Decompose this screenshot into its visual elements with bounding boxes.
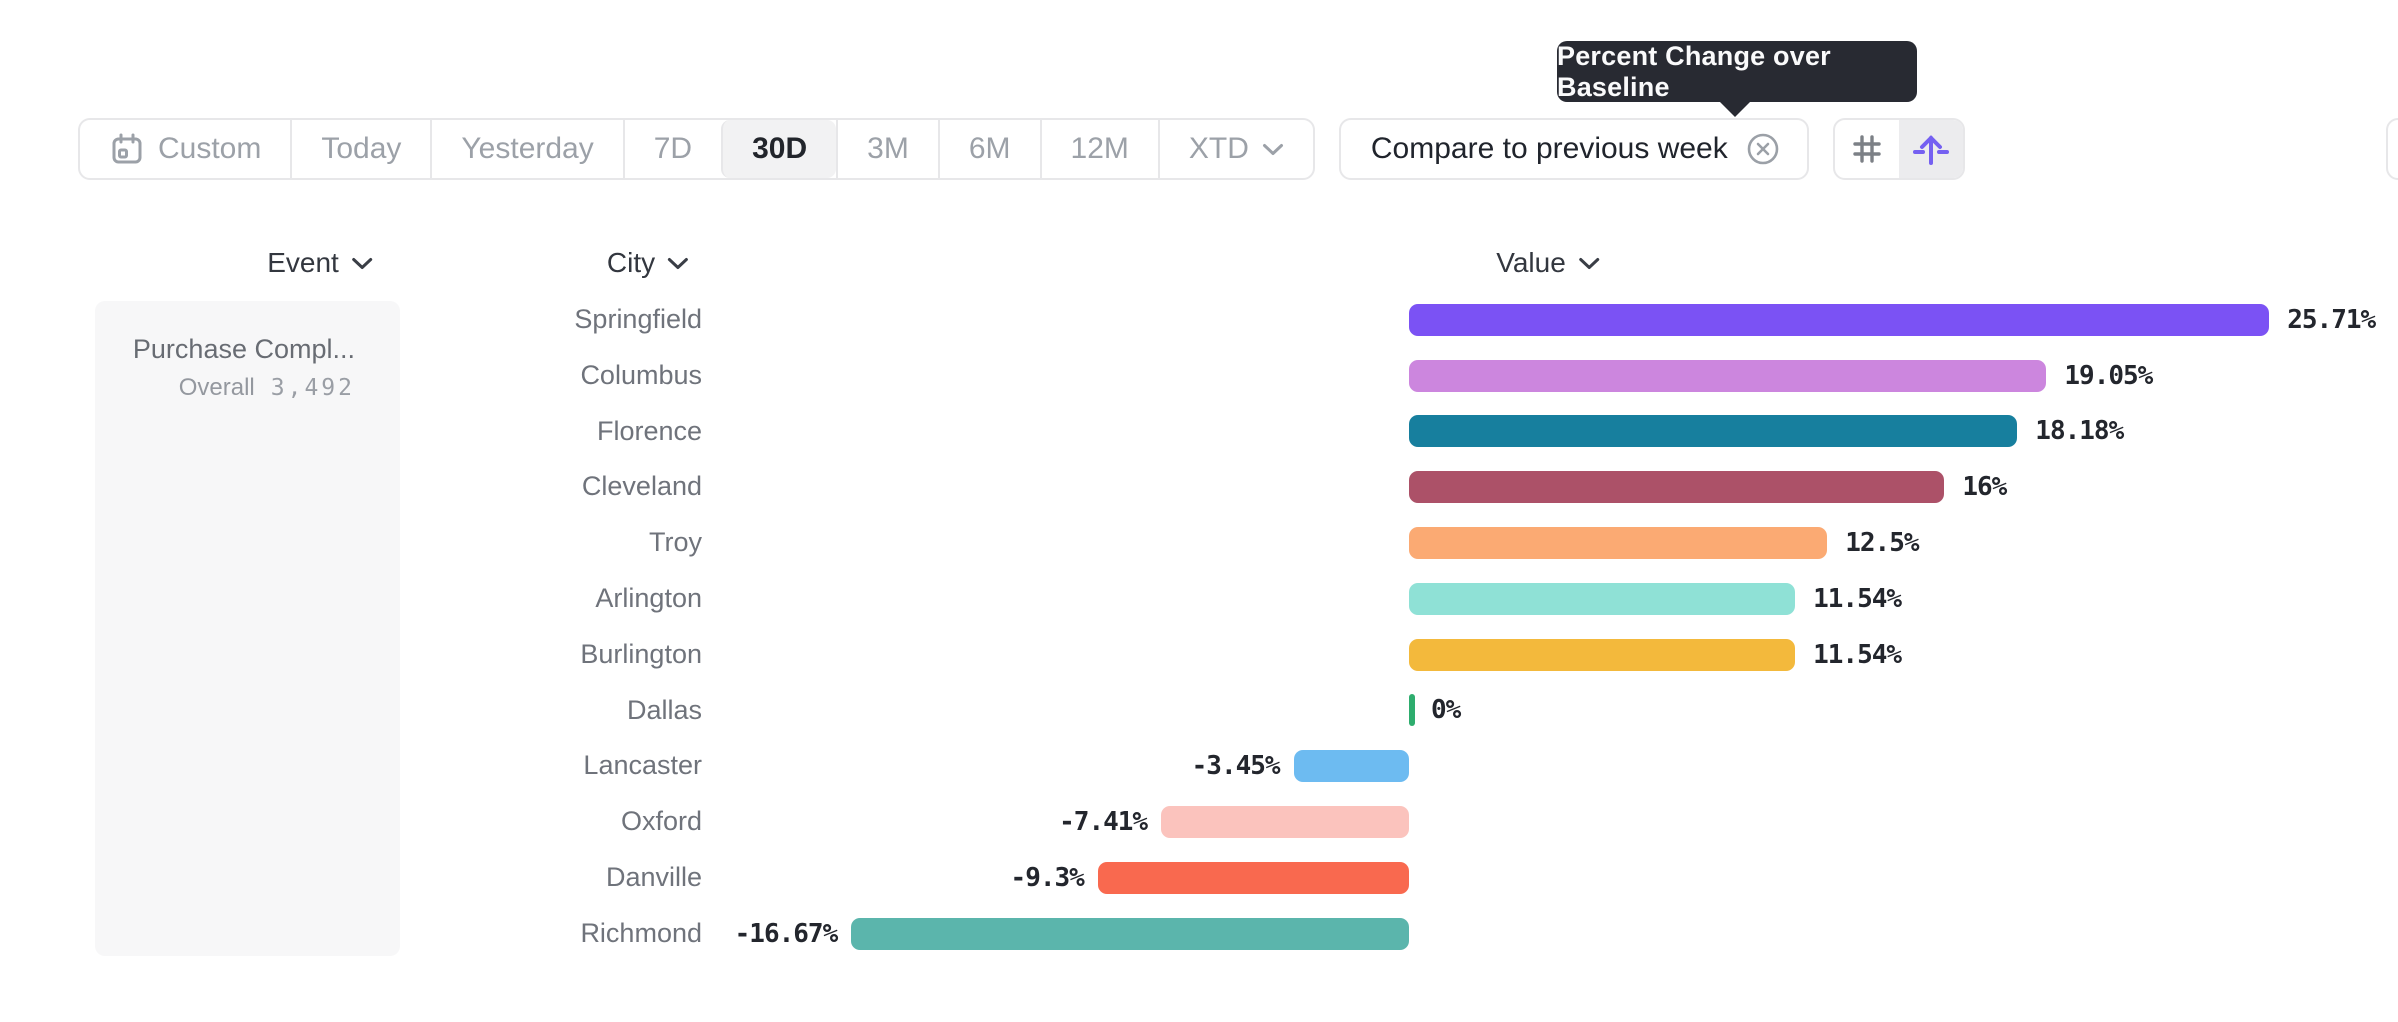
bar[interactable] <box>1097 861 1409 894</box>
bar[interactable] <box>1409 582 1796 615</box>
chart-row: Springfield 25.71% <box>0 292 2398 348</box>
chevron-down-icon <box>351 257 373 270</box>
calendar-icon <box>109 131 145 167</box>
range-label: 6M <box>968 132 1011 165</box>
compare-button[interactable]: Compare to previous week <box>1338 118 1809 180</box>
city-header-label: City <box>606 247 656 278</box>
bar[interactable] <box>1409 359 2047 392</box>
overall-value: 3,492 <box>270 375 355 401</box>
range-button-today[interactable]: Today <box>290 120 430 178</box>
bar-value-label: -16.67% <box>734 918 839 949</box>
bar-value-label: 11.54% <box>1813 639 1902 670</box>
city-label: Dallas <box>626 694 702 725</box>
range-label: Yesterday <box>461 132 594 165</box>
chart-row: Florence 18.18% <box>0 404 2398 460</box>
bar[interactable] <box>1409 527 1828 560</box>
bar-value-label: 25.71% <box>2287 304 2376 335</box>
partial-button-right[interactable] <box>2386 118 2398 180</box>
event-header-label: Event <box>267 247 339 278</box>
percent-change-baseline-button[interactable] <box>1898 120 1963 178</box>
bar-value-label: 0% <box>1431 695 1461 726</box>
compare-label: Compare to previous week <box>1370 132 1728 165</box>
date-range-group: Custom Today Yesterday 7D 30D 3M 6M 12M XTD <box>78 118 1315 180</box>
range-label: 12M <box>1070 132 1129 165</box>
chart-row: Oxford -7.41% <box>0 794 2398 850</box>
column-header-value[interactable]: Value <box>1496 246 1600 280</box>
chart-row: Danville -9.3% <box>0 850 2398 906</box>
city-label: Springfield <box>574 304 702 334</box>
chart-row: Burlington 11.54% <box>0 627 2398 683</box>
event-overall: Overall 3,492 <box>115 374 355 402</box>
city-label: Arlington <box>595 582 702 613</box>
bar-value-label: 19.05% <box>2064 360 2153 391</box>
range-button-xtd[interactable]: XTD <box>1157 120 1313 178</box>
range-button-6m[interactable]: 6M <box>937 120 1040 178</box>
bar-value-label: 18.18% <box>2035 416 2124 447</box>
tooltip-text: Percent Change over Baseline <box>1557 40 1831 102</box>
range-button-12m[interactable]: 12M <box>1039 120 1158 178</box>
chevron-down-icon <box>1262 143 1284 156</box>
chart-rows: Springfield 25.71% Columbus 19.05% Florence 1… <box>0 292 2398 962</box>
chart-row: Troy 12.5% <box>0 515 2398 571</box>
range-label: 30D <box>752 132 808 165</box>
event-card[interactable]: Purchase Compl... Overall 3,492 <box>95 301 400 956</box>
chevron-down-icon <box>1578 257 1600 270</box>
bar[interactable] <box>1409 638 1796 671</box>
remove-compare-icon[interactable] <box>1745 131 1781 167</box>
range-button-yesterday[interactable]: Yesterday <box>430 120 622 178</box>
city-label: Burlington <box>580 638 702 669</box>
grid-view-button[interactable] <box>1835 120 1899 178</box>
grid-icon <box>1848 130 1886 168</box>
chart-row: Dallas 0% <box>0 683 2398 739</box>
view-toggle-group <box>1832 118 1965 180</box>
event-title: Purchase Compl... <box>132 334 355 364</box>
column-header-event[interactable]: Event <box>267 246 373 280</box>
chart-row: Richmond -16.67% <box>0 906 2398 962</box>
bar[interactable] <box>1409 303 2270 336</box>
chart-row: Lancaster -3.45% <box>0 738 2398 794</box>
chevron-down-icon <box>667 257 689 270</box>
bar[interactable] <box>1161 806 1409 839</box>
range-label: Today <box>321 132 402 165</box>
value-header-label: Value <box>1496 247 1566 278</box>
bar[interactable] <box>851 917 1409 950</box>
bar-value-label: -3.45% <box>1191 751 1281 782</box>
range-button-custom[interactable]: Custom <box>80 120 290 178</box>
tooltip-caret <box>1720 102 1750 117</box>
range-button-30d[interactable]: 30D <box>721 120 837 178</box>
range-button-7d[interactable]: 7D <box>622 120 721 178</box>
baseline-arrow-icon <box>1910 128 1952 170</box>
bar-value-label: 12.5% <box>1845 528 1919 559</box>
bar-value-label: 11.54% <box>1813 583 1902 614</box>
bar[interactable] <box>1409 415 2018 448</box>
chart-row: Cleveland 16% <box>0 459 2398 515</box>
range-label: XTD <box>1188 132 1249 165</box>
tooltip: Percent Change over Baseline <box>1557 40 1917 117</box>
city-label: Florence <box>596 415 702 446</box>
bar[interactable] <box>1409 694 1415 727</box>
city-label: Richmond <box>580 917 702 948</box>
range-label: 3M <box>867 132 909 165</box>
column-header-city[interactable]: City <box>607 246 689 280</box>
chart-row: Columbus 19.05% <box>0 348 2398 404</box>
toolbar: Custom Today Yesterday 7D 30D 3M 6M 12M XTD Comp… <box>78 118 1965 180</box>
city-label: Danville <box>605 861 702 892</box>
range-label: 7D <box>653 132 693 165</box>
overall-label: Overall <box>178 374 255 401</box>
range-button-3m[interactable]: 3M <box>836 120 938 178</box>
city-label: Cleveland <box>581 471 702 502</box>
chart-row: Arlington 11.54% <box>0 571 2398 627</box>
bar-value-label: -7.41% <box>1059 807 1148 838</box>
bar[interactable] <box>1409 471 1945 504</box>
bar-value-label: 16% <box>1962 472 2007 503</box>
city-label: Lancaster <box>583 750 702 781</box>
city-label: Troy <box>649 527 702 558</box>
range-label: Custom <box>158 132 262 165</box>
city-label: Columbus <box>580 359 702 390</box>
bar[interactable] <box>1293 750 1409 783</box>
bar-value-label: -9.3% <box>1010 862 1085 893</box>
city-label: Oxford <box>620 806 702 837</box>
